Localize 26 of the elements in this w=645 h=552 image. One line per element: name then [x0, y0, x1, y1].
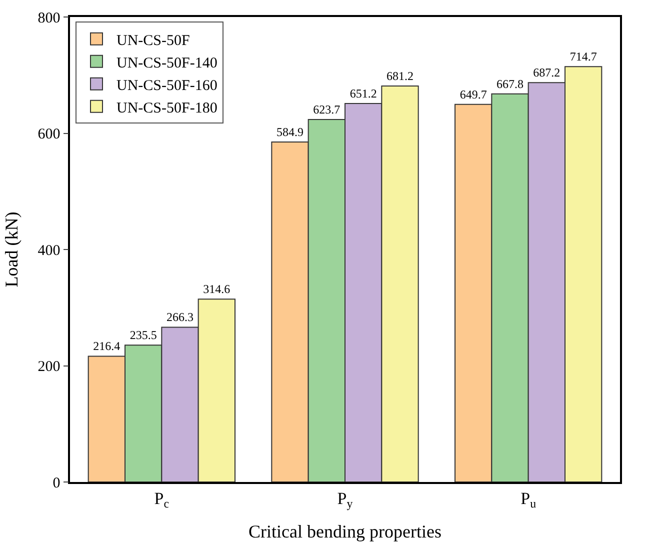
legend-label: UN-CS-50F-180 [116, 100, 218, 116]
y-tick-label: 0 [52, 475, 60, 492]
legend-label: UN-CS-50F-140 [116, 55, 218, 72]
data-label: 623.7 [313, 102, 340, 116]
y-tick-label: 200 [38, 359, 60, 375]
y-tick-label: 600 [38, 126, 60, 142]
data-label: 314.6 [203, 282, 230, 296]
data-label: 651.2 [350, 86, 377, 100]
data-label: 235.5 [130, 328, 157, 342]
x-tick-label: P$_{c}$ [154, 489, 170, 511]
data-label: 216.4 [93, 339, 120, 354]
y-tick-label: 400 [38, 242, 60, 259]
x-tick-label: P$_{y}$ [337, 489, 353, 511]
x-axis-title: Critical bending properties [248, 521, 442, 542]
y-tick-label: 800 [38, 10, 60, 26]
legend-label: UN-CS-50F [116, 32, 190, 49]
data-label: 681.2 [386, 69, 414, 84]
data-label: 584.9 [276, 125, 304, 140]
data-label: 667.8 [496, 76, 524, 91]
x-tick-label: P$_{u}$ [520, 489, 536, 511]
data-label: 649.7 [460, 87, 487, 102]
data-label: 687.2 [533, 66, 560, 80]
y-axis-title: Load (kN) [1, 212, 22, 288]
data-label: 266.3 [166, 310, 194, 324]
data-label: 714.7 [570, 50, 597, 64]
legend-label: UN-CS-50F-160 [116, 78, 218, 94]
